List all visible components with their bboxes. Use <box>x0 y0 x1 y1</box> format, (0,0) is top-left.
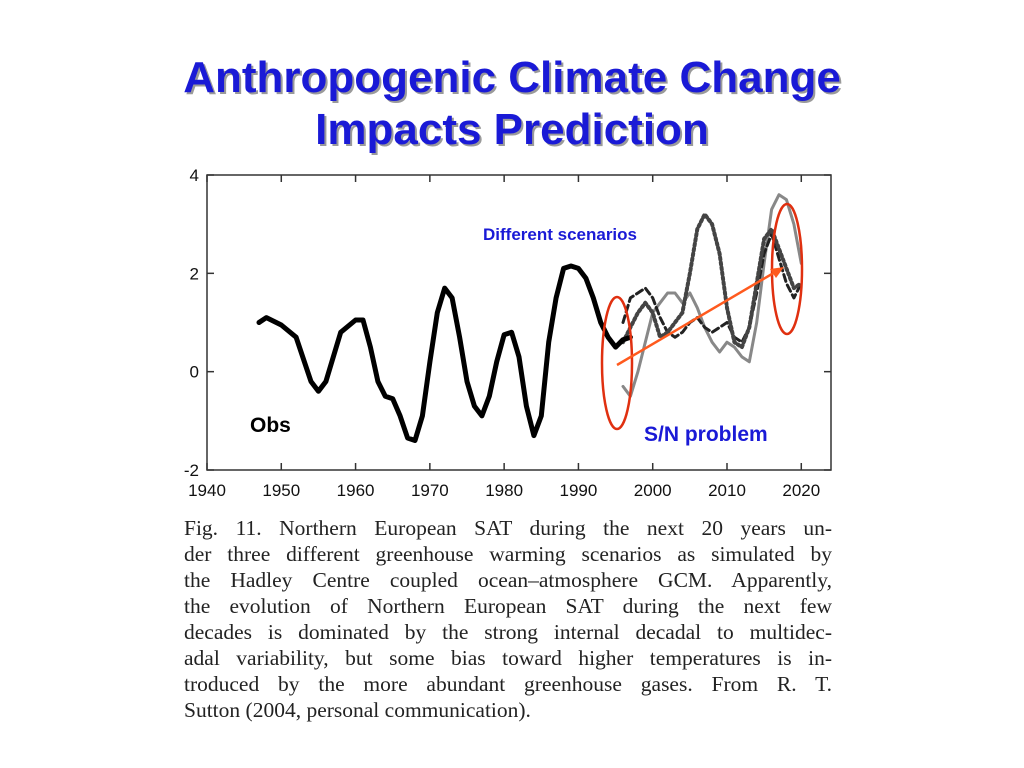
x-tick-label: 2020 <box>782 481 820 500</box>
y-tick-label: 2 <box>190 264 199 283</box>
figure-caption: Fig. 11. Northern European SAT during th… <box>184 515 832 723</box>
axis-ticks: 1940 1950 1960 1970 1980 1990 2000 2010 2020 -2 0 2… <box>184 166 831 500</box>
y-tick-label: -2 <box>184 461 199 480</box>
x-tick-label: 1970 <box>411 481 449 500</box>
temperature-chart: 1940 1950 1960 1970 1980 1990 2000 2010 2020 -2 0 2… <box>184 166 832 500</box>
series-layer <box>256 193 804 443</box>
annotation-sn-problem: S/N problem <box>644 423 768 446</box>
trend-arrow-head <box>770 267 784 278</box>
slide-title: Anthropogenic Climate Change Impacts Pre… <box>0 52 1024 156</box>
y-tick-label: 0 <box>190 363 199 382</box>
x-tick-label: 2010 <box>708 481 746 500</box>
series-line-1 <box>621 212 804 350</box>
series-line-0 <box>256 263 633 443</box>
x-tick-label: 1980 <box>485 481 523 500</box>
trend-arrow-line <box>616 269 778 367</box>
annotation-different-scenarios: Different scenarios <box>483 225 637 244</box>
caption-line: adal variability, but some bias toward h… <box>184 646 832 670</box>
x-tick-label: 1940 <box>188 481 226 500</box>
x-tick-label: 2000 <box>634 481 672 500</box>
caption-line: troduced by the more abundant greenhouse… <box>184 672 832 696</box>
y-tick-label: 4 <box>190 166 199 185</box>
caption-line: the Hadley Centre coupled ocean–atmosphe… <box>184 568 832 592</box>
left-highlight-ellipse <box>600 295 634 431</box>
title-line-1: Anthropogenic Climate Change <box>183 53 841 102</box>
caption-line: decades is dominated by the strong inter… <box>184 620 832 644</box>
caption-line: Sutton (2004, personal communication). <box>184 698 531 722</box>
x-tick-label: 1950 <box>262 481 300 500</box>
annotation-obs: Obs <box>250 414 291 437</box>
highlight-layer <box>600 202 804 431</box>
caption-line: Fig. 11. Northern European SAT during th… <box>184 516 832 540</box>
x-tick-label: 1960 <box>337 481 375 500</box>
x-tick-label: 1990 <box>560 481 598 500</box>
caption-line: the evolution of Northern European SAT d… <box>184 594 832 618</box>
caption-line: der three different greenhouse warming s… <box>184 542 832 566</box>
title-line-2: Impacts Prediction <box>315 105 709 154</box>
